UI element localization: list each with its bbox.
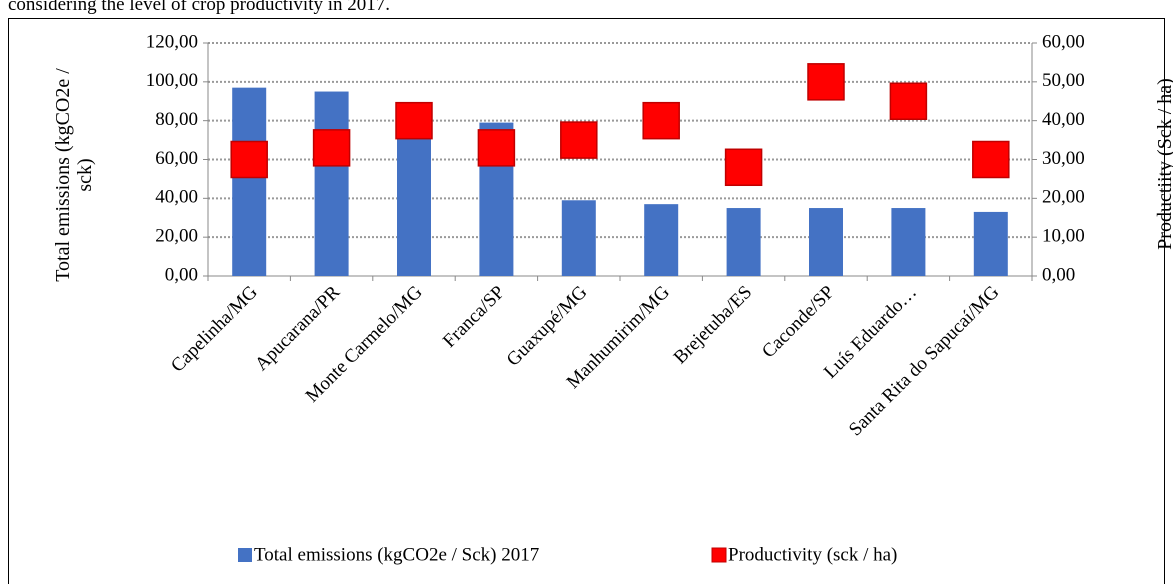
- y2-tick-label: 10,00: [1042, 226, 1085, 247]
- y-tick-label: 80,00: [155, 109, 198, 130]
- y-tick-label: 60,00: [155, 148, 198, 169]
- marker: [972, 140, 1010, 179]
- y-tick-label: 40,00: [155, 187, 198, 208]
- bar: [891, 208, 926, 276]
- bar: [314, 91, 349, 277]
- bar: [644, 204, 679, 276]
- marker: [477, 129, 516, 167]
- marker: [724, 148, 763, 187]
- y2-axis-title: Productiity (Sck / ha): [1154, 78, 1173, 250]
- y2-tick-label: 40,00: [1042, 109, 1085, 130]
- bar: [726, 208, 761, 276]
- y-tick-label: 120,00: [146, 31, 198, 52]
- marker: [642, 101, 680, 140]
- x-tick-label: Santa Rita do Sapucaí/MG: [845, 282, 1004, 441]
- bar: [973, 211, 1008, 276]
- marker: [807, 63, 845, 101]
- legend-label: Productivity (sck / ha): [728, 544, 897, 565]
- legend-swatch: [711, 547, 727, 563]
- y2-tick-label: 60,00: [1042, 31, 1085, 52]
- y2-tick-label: 50,00: [1042, 70, 1085, 91]
- x-tick-label: Caconde/SP: [758, 282, 839, 363]
- x-tick-label: Guaxupé/MG: [503, 282, 592, 371]
- marker: [889, 82, 928, 120]
- y-tick-label: 0,00: [165, 264, 198, 285]
- x-tick-label: Apucarana/PR: [251, 282, 344, 375]
- y2-tick-label: 0,00: [1042, 264, 1075, 285]
- legend-swatch: [238, 548, 252, 562]
- marker: [395, 101, 433, 140]
- x-tick-label: Franca/SP: [439, 282, 509, 352]
- marker: [560, 121, 598, 159]
- x-tick-label: Brejetuba/ES: [670, 282, 756, 368]
- bar: [232, 87, 267, 277]
- bar: [809, 208, 843, 276]
- legend-label: Total emissions (kgCO2e / Sck) 2017: [254, 544, 539, 565]
- chart-border: [8, 18, 1165, 584]
- y-tick-label: 20,00: [155, 226, 198, 247]
- marker: [230, 140, 268, 179]
- y2-tick-label: 30,00: [1042, 148, 1085, 169]
- caption: considering the level of crop productivi…: [8, 0, 390, 15]
- marker: [312, 129, 351, 167]
- y-axis-title: Total emissions (kgCO2e / sck): [52, 68, 96, 282]
- y-tick-label: 100,00: [146, 70, 198, 91]
- x-tick-label: Capelinha/MG: [167, 282, 262, 377]
- bar: [561, 200, 596, 276]
- y2-tick-label: 20,00: [1042, 187, 1085, 208]
